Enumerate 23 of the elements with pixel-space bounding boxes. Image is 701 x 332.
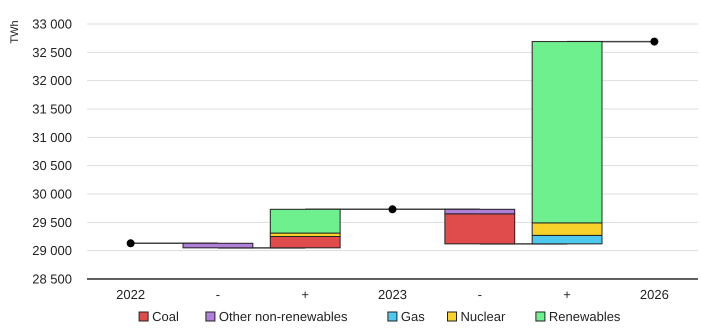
y-tick-label: 32 000 <box>32 73 72 88</box>
y-tick-label: 30 000 <box>32 186 72 202</box>
legend-label: Gas <box>400 309 426 324</box>
x-tick-label: 2022 <box>116 287 146 302</box>
legend-label: Nuclear <box>460 309 506 324</box>
y-tick-label: 31 500 <box>32 102 72 117</box>
legend-label: Other non-renewables <box>218 309 348 324</box>
x-tick-label: - <box>478 287 482 302</box>
y-tick-label: 30 500 <box>32 158 72 174</box>
x-tick-label: + <box>301 287 310 302</box>
legend-label: Coal <box>152 309 179 324</box>
y-tick-label: 29 500 <box>32 214 72 230</box>
x-tick-label: 2023 <box>378 287 407 302</box>
x-tick-label: - <box>216 287 220 302</box>
x-tick-label: 2026 <box>640 287 669 302</box>
x-tick-label: + <box>563 287 571 302</box>
y-tick-label: 31 000 <box>32 130 72 145</box>
y-axis-title: TWh <box>9 20 21 44</box>
legend-label: Renewables <box>548 309 621 324</box>
y-tick-label: 28 500 <box>32 272 72 287</box>
y-tick-label: 33 000 <box>32 16 72 32</box>
y-tick-label: 29 000 <box>32 243 72 258</box>
y-tick-label: 32 500 <box>32 44 72 60</box>
